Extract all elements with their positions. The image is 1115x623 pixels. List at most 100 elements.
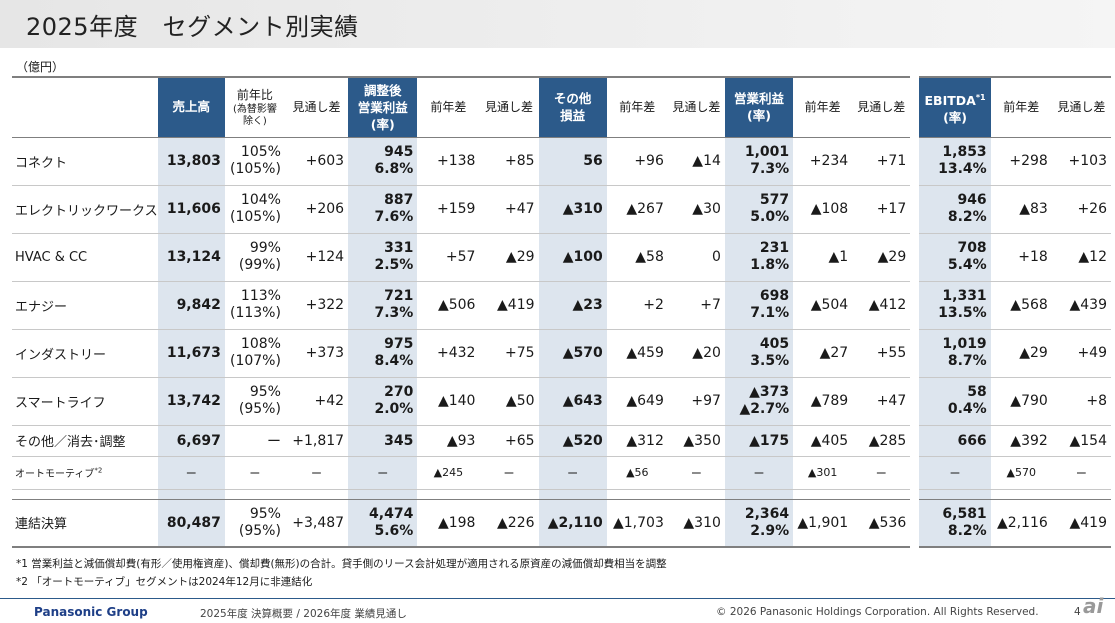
forecast-diff-value: +322 xyxy=(284,281,349,330)
op-prev-diff: ▲789 xyxy=(793,377,853,426)
col-yoy-l1: 前年比 xyxy=(236,87,273,102)
column-gap xyxy=(910,499,920,547)
other-forecast-diff: ▲14 xyxy=(667,137,725,186)
ebitda-prev-diff: +18 xyxy=(990,233,1052,282)
other-prev-diff: +2 xyxy=(606,281,668,330)
table-row: インダストリー 11,673 108% (107%) +373 975 8.4% +432 +7… xyxy=(12,329,1111,378)
op-value-line2: 1.8% xyxy=(750,257,790,273)
col-ebitda-prev-diff: 前年差 xyxy=(990,76,1052,138)
column-gap xyxy=(910,425,920,456)
ebitda-forecast-diff: +8 xyxy=(1051,377,1111,426)
adj-op-value-line2: 7.6% xyxy=(374,209,414,225)
op-prev-diff: ▲301 xyxy=(793,456,853,490)
op-value-line2: ▲2.7% xyxy=(739,401,790,417)
ebitda-prev-diff: ▲570 xyxy=(990,456,1052,490)
yoy-value-line1: 108% xyxy=(240,336,281,352)
adj-op-value-line1: 945 xyxy=(384,144,414,160)
col-op-forecast-diff: 見通し差 xyxy=(852,76,911,138)
ebitda-label: EBITDA xyxy=(924,92,976,108)
column-gap xyxy=(910,137,920,185)
adj-forecast-diff: ▲29 xyxy=(479,233,539,282)
other-pl-value: 56 xyxy=(538,137,607,186)
adj-prev-diff: +159 xyxy=(417,185,480,234)
col-yoy-l2: (為替影響 xyxy=(232,103,277,115)
spacer-cell xyxy=(348,489,418,500)
other-forecast-diff: +7 xyxy=(667,281,725,330)
op-value-line1: 698 xyxy=(759,288,790,304)
other-prev-diff: ▲58 xyxy=(606,233,668,282)
forecast-diff-value: +124 xyxy=(284,233,349,282)
yoy-value-line1: 95% xyxy=(249,384,281,400)
col-op: 営業利益 (率) xyxy=(724,76,794,138)
sales-value: 6,697 xyxy=(157,425,225,457)
yoy-value: ー xyxy=(224,425,285,457)
ebitda-value-line1: 1,331 xyxy=(942,288,987,304)
segment-name: エレクトリックワークス xyxy=(12,185,158,234)
other-pl-value: ▲643 xyxy=(538,377,607,426)
sales-value: 13,742 xyxy=(157,377,225,426)
footer-subtitle: 2025年度 決算概要 / 2026年度 業績見通し xyxy=(200,608,407,620)
ebitda-prev-diff: ▲83 xyxy=(990,185,1052,234)
ebitda-value: ー xyxy=(919,456,991,490)
op-value: ▲373 ▲2.7% xyxy=(724,377,794,426)
adj-prev-diff: +57 xyxy=(417,233,480,282)
col-adj-l2: 営業利益 xyxy=(357,99,408,115)
sales-value: 13,803 xyxy=(157,137,225,186)
adj-prev-diff: +138 xyxy=(417,137,480,186)
yoy-value-line1: 99% xyxy=(249,240,281,256)
yoy-value-line1: 95% xyxy=(249,505,281,522)
adj-forecast-diff: ▲226 xyxy=(479,499,539,548)
adj-op-value: 345 xyxy=(348,425,418,457)
ebitda-forecast-diff: +103 xyxy=(1051,137,1111,186)
segment-table: 売上高 前年比 (為替影響 除く) 見通し差 調整後 営業利益 (率) 前年差 … xyxy=(12,76,1111,548)
table-row: エナジー 9,842 113% (113%) +322 721 7.3% ▲506 ▲419 ▲2… xyxy=(12,281,1111,330)
ebitda-prev-diff: +298 xyxy=(990,137,1052,186)
col-op-l2: (率) xyxy=(747,108,771,124)
adj-forecast-diff: +47 xyxy=(479,185,539,234)
panasonic-logo: Panasonic Group xyxy=(34,605,148,619)
op-value-line1: 231 xyxy=(759,240,790,256)
col-ebitda-forecast-diff: 見通し差 xyxy=(1051,76,1111,138)
op-value-line1: ▲373 xyxy=(749,384,790,400)
op-forecast-diff: +55 xyxy=(852,329,911,378)
col-adj-forecast-diff: 見通し差 xyxy=(479,76,539,138)
segment-name: コネクト xyxy=(12,137,158,186)
spacer-cell xyxy=(417,489,480,500)
adj-op-value: 4,474 5.6% xyxy=(348,499,418,548)
yoy-value-line2: (95%) xyxy=(238,401,281,417)
col-ebitda-l1: EBITDA*1 xyxy=(923,89,986,109)
spacer-cell xyxy=(910,489,920,499)
adj-op-value-line1: 270 xyxy=(384,384,414,400)
other-prev-diff: ▲1,703 xyxy=(606,499,668,548)
spacer-cell xyxy=(724,489,794,500)
other-forecast-diff: ▲350 xyxy=(667,425,725,457)
adj-prev-diff: ▲198 xyxy=(417,499,480,548)
adj-forecast-diff: ▲50 xyxy=(479,377,539,426)
segment-name: その他／消去･調整 xyxy=(12,425,158,457)
op-forecast-diff: ▲29 xyxy=(852,233,911,282)
ebitda-value-line2: 0.4% xyxy=(947,401,987,417)
adj-prev-diff: ▲93 xyxy=(417,425,480,457)
adj-op-value-line1: 4,474 xyxy=(369,505,414,522)
col-yoy-l3: 除く) xyxy=(242,115,267,127)
op-value: ー xyxy=(724,456,794,490)
adj-forecast-diff: ー xyxy=(479,456,539,490)
col-other-prev-diff: 前年差 xyxy=(606,76,668,138)
table-row: エレクトリックワークス 11,606 104% (105%) +206 887 7.6% +1… xyxy=(12,185,1111,234)
ebitda-value: 58 0.4% xyxy=(919,377,991,426)
ebitda-value: 1,331 13.5% xyxy=(919,281,991,330)
yoy-value-line1: 105% xyxy=(240,144,281,160)
op-value-line1: 405 xyxy=(759,336,790,352)
yoy-value: 108% (107%) xyxy=(224,329,285,378)
adj-op-value: 331 2.5% xyxy=(348,233,418,282)
op-value: 231 1.8% xyxy=(724,233,794,282)
ebitda-value-line1: 1,853 xyxy=(942,144,987,160)
column-gap xyxy=(910,456,920,489)
spacer-cell xyxy=(157,489,225,500)
adj-op-value-line2: 2.5% xyxy=(374,257,414,273)
footer-divider xyxy=(0,598,1115,599)
ebitda-forecast-diff: +49 xyxy=(1051,329,1111,378)
op-value-line2: 7.3% xyxy=(750,161,790,177)
segment-name: オートモーティブ*2 xyxy=(12,456,158,490)
ebitda-value: 1,019 8.7% xyxy=(919,329,991,378)
